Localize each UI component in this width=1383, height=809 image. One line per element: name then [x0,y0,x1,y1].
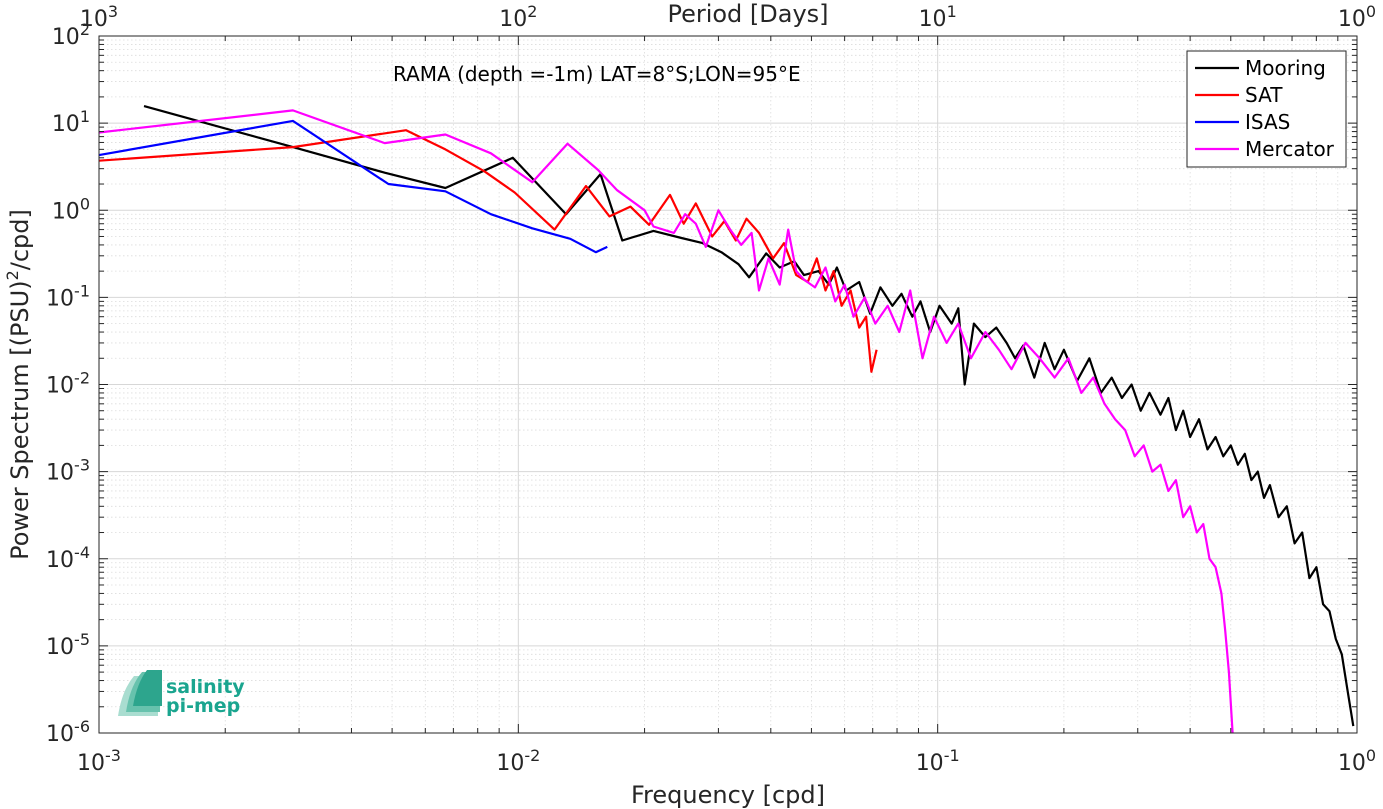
y-axis-label-main: Power Spectrum [(PSU) [6,280,34,559]
y-axis-label-tail: /cpd] [6,209,34,270]
y-tick-label: 10-3 [46,456,90,486]
y-tick-label: 10-1 [46,281,90,311]
y-axis-label: Power Spectrum [(PSU)2/cpd] [3,209,34,560]
legend: Mooring SAT ISAS Mercator [1186,50,1347,168]
y-axis-label-superscript: 2 [3,270,22,280]
top-x-tick-label: 100 [1338,2,1376,32]
axis-ticks [98,35,1358,734]
legend-label-isas: ISAS [1245,110,1290,134]
logo-mark-icon [118,670,162,716]
y-tick-label: 10-5 [46,630,90,660]
logo-text-line1: salinity [166,676,245,698]
y-tick-label: 101 [52,107,90,137]
x-axis-label: Frequency [cpd] [631,781,825,809]
grid [98,36,1357,734]
chart-annotation: RAMA (depth =-1m) LAT=8°S;LON=95°E [393,62,801,86]
y-tick-label: 10-6 [46,717,90,747]
y-tick-label: 10-4 [46,543,90,573]
x-tick-label: 100 [1338,746,1376,776]
x-tick-label: 10-1 [916,746,960,776]
legend-box [1186,50,1347,168]
series-layer [98,105,1355,734]
logo-text-line2: pi-mep [166,695,240,717]
salinity-pi-mep-logo: salinity pi-mep [118,670,245,717]
y-tick-label: 102 [52,20,90,50]
legend-label-mooring: Mooring [1245,56,1326,80]
series-line-mercator [98,109,1234,734]
x-tick-label: 10-2 [496,746,540,776]
legend-label-mercator: Mercator [1245,137,1335,161]
top-x-axis-label: Period [Days] [667,0,828,28]
y-tick-label: 10-2 [46,369,90,399]
top-x-tick-label: 102 [499,2,537,32]
series-line-isas [98,119,608,254]
top-x-tick-label: 101 [919,2,957,32]
legend-label-sat: SAT [1245,83,1283,107]
y-tick-label: 100 [52,194,90,224]
x-tick-label: 10-3 [77,746,121,776]
top-x-tick-label: 103 [80,2,118,32]
series-line-mooring [143,105,1355,727]
